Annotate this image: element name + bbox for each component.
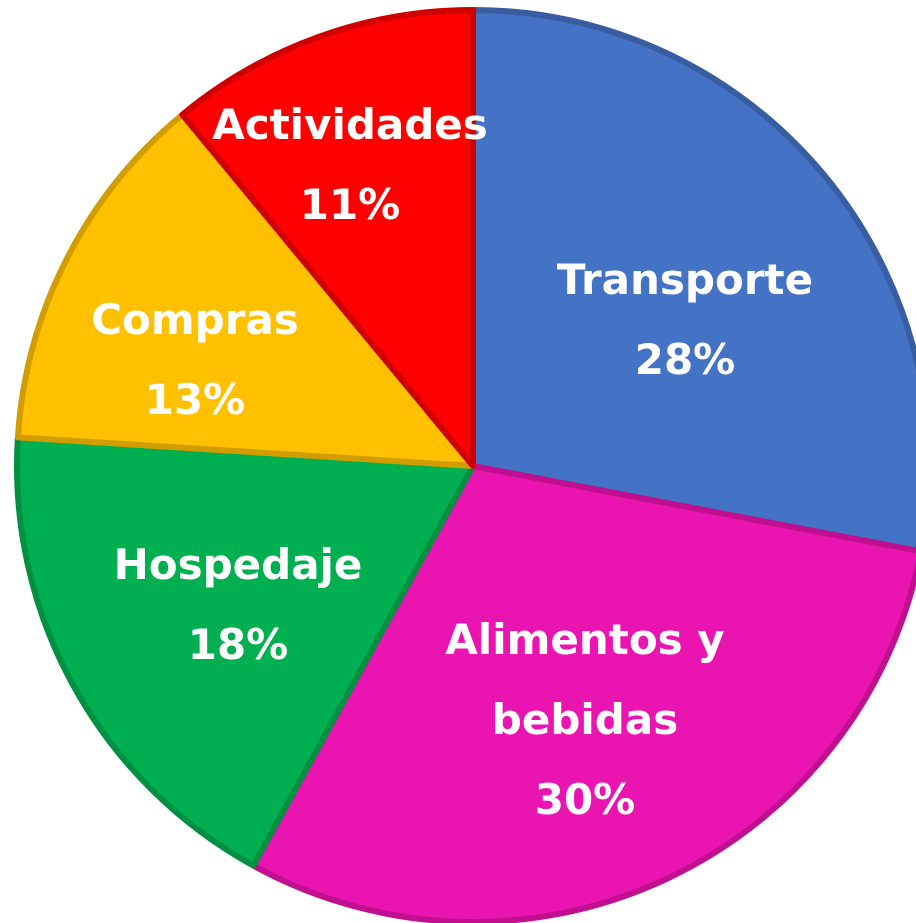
slice-label: Transporte 28% bbox=[515, 240, 855, 400]
value-label: 11% bbox=[299, 180, 401, 229]
value-label: 18% bbox=[187, 620, 289, 669]
pie-slice bbox=[14, 111, 476, 469]
pie-slice bbox=[250, 463, 916, 923]
value-label: 30% bbox=[534, 775, 636, 824]
value-label: 13% bbox=[144, 375, 246, 424]
pie-slice bbox=[470, 7, 916, 554]
slice-label: Compras 13% bbox=[25, 280, 365, 440]
slice-label: Alimentos y bebidas 30% bbox=[415, 600, 755, 840]
category-label: Actividades bbox=[212, 100, 488, 149]
pie-slice bbox=[179, 7, 476, 469]
category-label: Alimentos y bebidas bbox=[445, 615, 725, 744]
slice-label: Hospedaje 18% bbox=[68, 525, 408, 685]
slice-label: Actividades 11% bbox=[180, 85, 520, 245]
category-label: Compras bbox=[91, 295, 299, 344]
pie-slice bbox=[14, 434, 476, 869]
category-label: Transporte bbox=[556, 255, 814, 304]
value-label: 28% bbox=[634, 335, 736, 384]
category-label: Hospedaje bbox=[113, 540, 363, 589]
